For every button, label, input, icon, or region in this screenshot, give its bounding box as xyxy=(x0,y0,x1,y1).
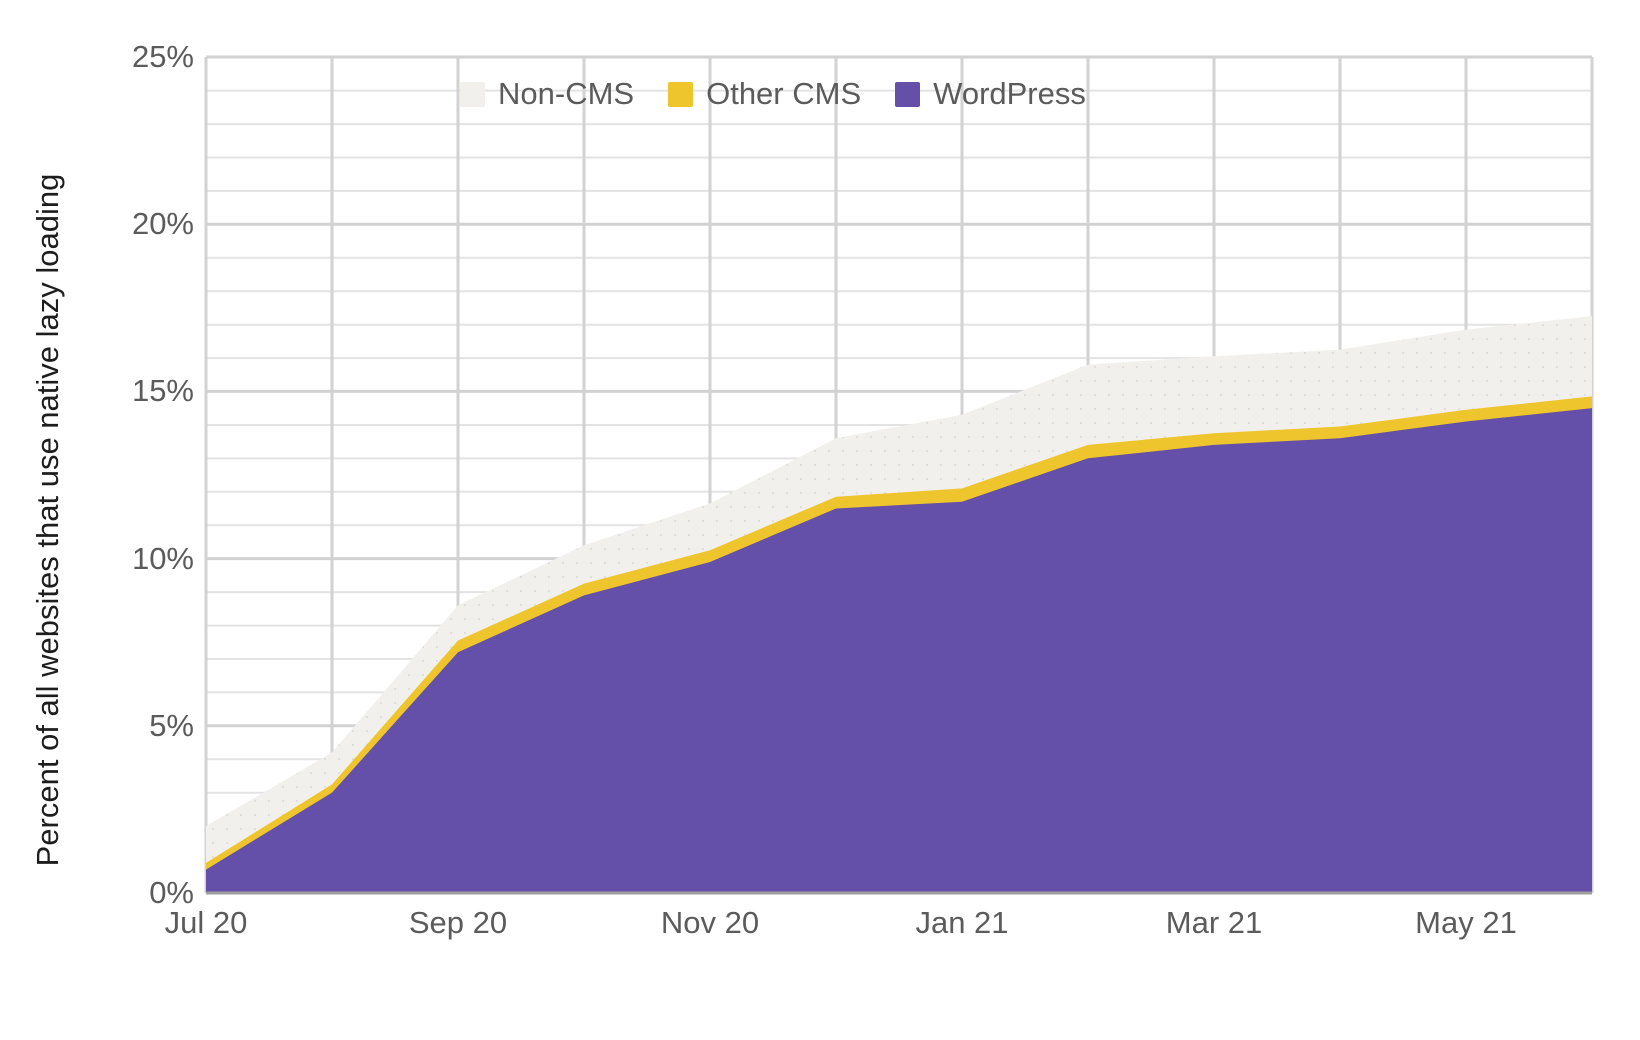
x-tick-sep-20: Sep 20 xyxy=(408,905,508,940)
legend-item-other-cms[interactable]: Other CMS xyxy=(668,76,861,112)
legend-swatch-wordpress xyxy=(895,81,921,107)
y-tick-20: 20% xyxy=(131,206,194,241)
y-tick-0: 0% xyxy=(149,875,194,910)
y-tick-15: 15% xyxy=(131,373,194,408)
x-tick-jan-21: Jan 21 xyxy=(915,905,1009,940)
legend-label-other-cms: Other CMS xyxy=(706,76,862,111)
area-wordpress xyxy=(206,408,1592,893)
legend-item-non-cms[interactable]: Non-CMS xyxy=(460,76,634,112)
chart-legend: Non-CMS Other CMS WordPress xyxy=(460,76,1120,112)
x-tick-mar-21: Mar 21 xyxy=(1165,905,1263,940)
x-tick-may-21: May 21 xyxy=(1415,905,1517,940)
y-tick-10: 10% xyxy=(131,541,194,576)
x-tick-jul-20: Jul 20 xyxy=(164,905,248,940)
legend-swatch-other-cms xyxy=(668,81,694,107)
legend-swatch-non-cms xyxy=(460,81,485,107)
y-tick-5: 5% xyxy=(149,708,194,743)
x-tick-nov-20: Nov 20 xyxy=(660,905,760,940)
y-axis-ticks: 25% 20% 15% 10% 5% 0% xyxy=(96,0,204,1040)
legend-label-non-cms: Non-CMS xyxy=(498,76,635,111)
legend-label-wordpress: WordPress xyxy=(933,76,1086,111)
legend-item-wordpress[interactable]: WordPress xyxy=(895,76,1086,112)
y-tick-25: 25% xyxy=(131,39,194,74)
